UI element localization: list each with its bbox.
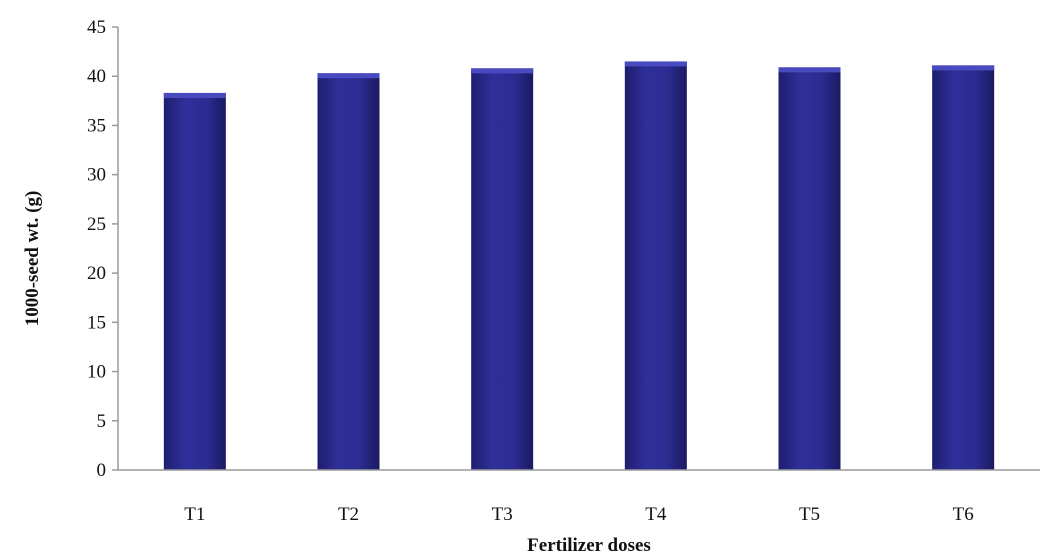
bar-t2 [317,73,380,470]
y-tick-label: 40 [87,66,106,87]
y-tick-label: 5 [97,411,107,432]
bar-t4 [624,61,687,470]
y-tick-label: 45 [87,17,106,38]
y-axis-title: 1000-seed wt. (g) [22,191,43,327]
x-tick-label-t1: T1 [184,504,205,525]
plot-area [163,61,995,471]
y-tick-label: 25 [87,214,106,235]
y-tick-label: 30 [87,165,106,186]
y-tick-label: 15 [87,312,106,333]
bar-t5 [778,67,841,471]
x-tick-label-t4: T4 [645,504,667,525]
bar-top-highlight [163,92,226,98]
bar-t6 [932,65,995,470]
y-tick-label: 20 [87,263,106,284]
bar-t3 [471,68,534,470]
y-ticks: 0 5 10 15 20 25 30 35 40 45 [87,17,118,481]
y-tick-label: 35 [87,115,106,136]
y-tick-label: 0 [97,460,107,481]
y-tick-label: 10 [87,362,106,383]
x-tick-label-t6: T6 [953,504,974,525]
x-ticks: T1 T2 T3 T4 T5 T6 [184,504,973,525]
x-tick-label-t3: T3 [492,504,513,525]
bar-top-highlight [471,68,534,74]
x-tick-label-t2: T2 [338,504,359,525]
bar-top-highlight [778,67,841,73]
bar-top-highlight [624,61,687,67]
x-tick-label-t5: T5 [799,504,820,525]
bar-top-highlight [932,65,995,71]
x-axis-title: Fertilizer doses [527,535,651,556]
bar-top-highlight [317,73,380,79]
bar-t1 [163,92,226,471]
